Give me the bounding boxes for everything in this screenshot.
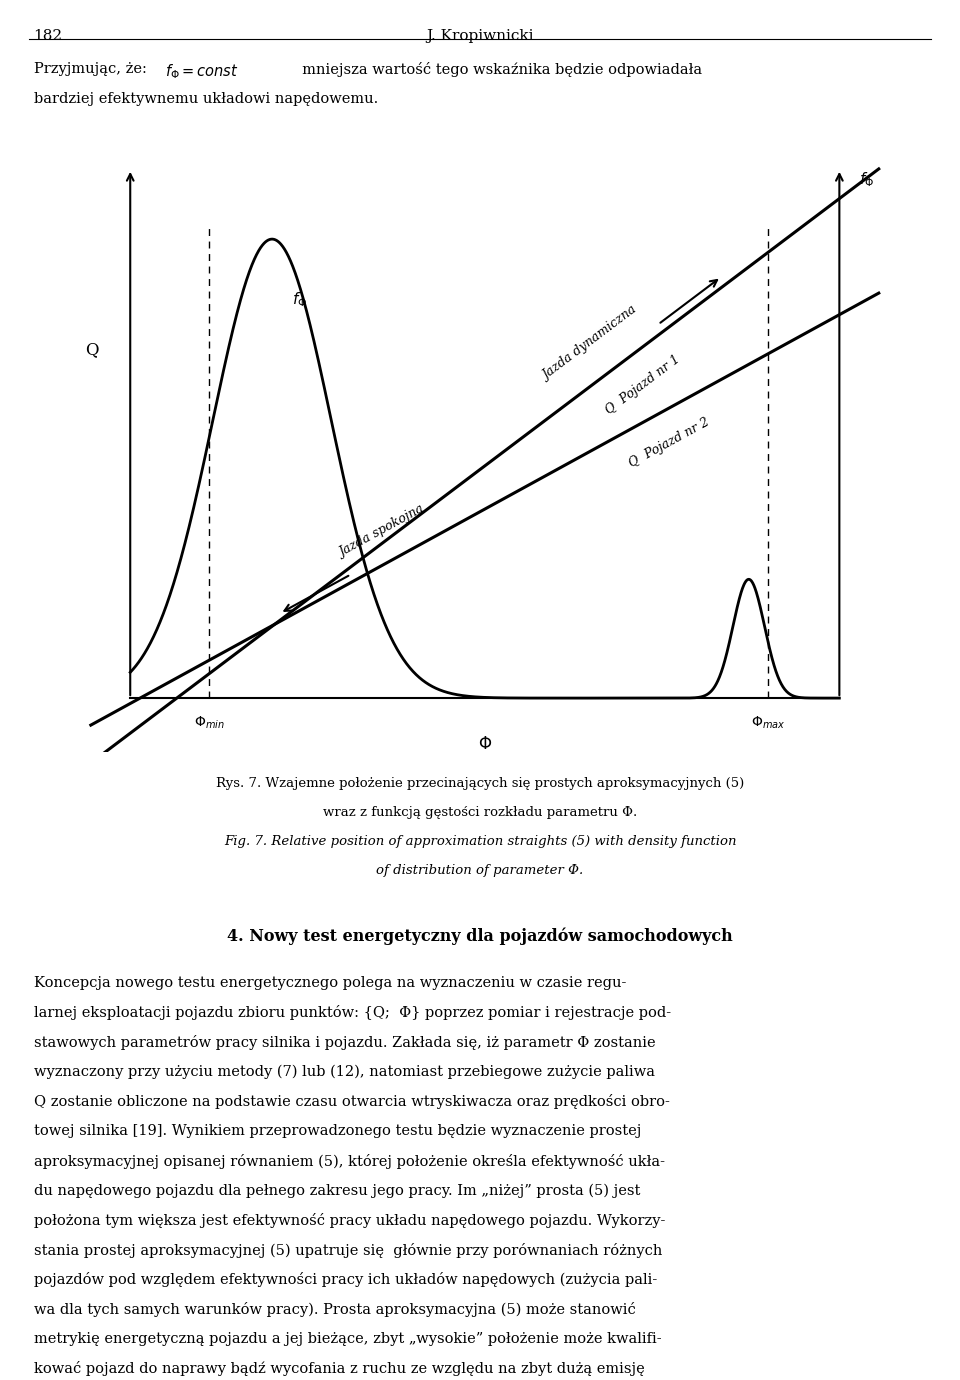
Text: $f_\Phi$: $f_\Phi$ [859, 170, 875, 189]
Text: Koncepcja nowego testu energetycznego polega na wyznaczeniu w czasie regu-: Koncepcja nowego testu energetycznego po… [34, 976, 626, 989]
Text: stawowych parametrów pracy silnika i pojazdu. Zakłada się, iż parametr Φ zostani: stawowych parametrów pracy silnika i poj… [34, 1035, 656, 1050]
Text: $\Phi_{min}$: $\Phi_{min}$ [194, 715, 225, 730]
Text: mniejsza wartość tego wskaźnika będzie odpowiadała: mniejsza wartość tego wskaźnika będzie o… [293, 62, 702, 77]
Text: $\Phi$: $\Phi$ [478, 736, 492, 753]
Text: wa dla tych samych warunków pracy). Prosta aproksymacyjna (5) może stanowić: wa dla tych samych warunków pracy). Pros… [34, 1303, 636, 1317]
Text: aproksymacyjnej opisanej równaniem (5), której położenie określa efektywność ukł: aproksymacyjnej opisanej równaniem (5), … [34, 1154, 664, 1169]
Text: $\Phi_{max}$: $\Phi_{max}$ [752, 715, 785, 730]
Text: 182: 182 [34, 29, 62, 43]
Text: Rys. 7. Wzajemne położenie przecinających się prostych aproksymacyjnych (5): Rys. 7. Wzajemne położenie przecinającyc… [216, 777, 744, 789]
Text: położona tym większa jest efektywność pracy układu napędowego pojazdu. Wykorzy-: położona tym większa jest efektywność pr… [34, 1213, 665, 1228]
Text: Jazda dynamiczna: Jazda dynamiczna [540, 304, 639, 384]
Text: metrykię energetyczną pojazdu a jej bieżące, zbyt „wysokie” położenie może kwali: metrykię energetyczną pojazdu a jej bież… [34, 1332, 661, 1346]
Text: J. Kropiwnicki: J. Kropiwnicki [426, 29, 534, 43]
Text: $f_\Phi = const$: $f_\Phi = const$ [165, 62, 239, 81]
Text: wyznaczony przy użyciu metody (7) lub (12), natomiast przebiegowe zużycie paliwa: wyznaczony przy użyciu metody (7) lub (1… [34, 1065, 655, 1079]
Text: pojazdów pod względem efektywności pracy ich układów napędowych (zużycia pali-: pojazdów pod względem efektywności pracy… [34, 1272, 657, 1288]
Text: of distribution of parameter Φ.: of distribution of parameter Φ. [376, 864, 584, 876]
Text: larnej eksploatacji pojazdu zbioru punktów: {Q;  Φ} poprzez pomiar i rejestracje: larnej eksploatacji pojazdu zbioru punkt… [34, 1006, 671, 1020]
Text: Fig. 7. Relative position of approximation straights (5) with density function: Fig. 7. Relative position of approximati… [224, 835, 736, 847]
Text: towej silnika [19]. Wynikiem przeprowadzonego testu będzie wyznaczenie prostej: towej silnika [19]. Wynikiem przeprowadz… [34, 1123, 641, 1138]
Text: wraz z funkcją gęstości rozkładu parametru Φ.: wraz z funkcją gęstości rozkładu paramet… [323, 806, 637, 818]
Text: du napędowego pojazdu dla pełnego zakresu jego pracy. Im „niżej” prosta (5) jest: du napędowego pojazdu dla pełnego zakres… [34, 1184, 640, 1198]
Text: Q: Q [85, 341, 99, 357]
Text: Q  Pojazd nr 2: Q Pojazd nr 2 [627, 415, 711, 469]
Text: kować pojazd do naprawy bądź wycofania z ruchu ze względu na zbyt dużą emisję: kować pojazd do naprawy bądź wycofania z… [34, 1361, 644, 1376]
Text: Q zostanie obliczone na podstawie czasu otwarcia wtryskiwacza oraz prędkości obr: Q zostanie obliczone na podstawie czasu … [34, 1094, 669, 1110]
Text: Przyjmując, że:: Przyjmując, że: [34, 62, 156, 76]
Text: Jazda spokojna: Jazda spokojna [337, 502, 426, 560]
Text: bardziej efektywnemu układowi napędowemu.: bardziej efektywnemu układowi napędowemu… [34, 92, 378, 106]
Text: stania prostej aproksymacyjnej (5) upatruje się  głównie przy porównaniach różny: stania prostej aproksymacyjnej (5) upatr… [34, 1243, 662, 1257]
Text: $f_\Phi$: $f_\Phi$ [292, 291, 307, 309]
Text: Q  Pojazd nr 1: Q Pojazd nr 1 [603, 352, 683, 417]
Text: 4. Nowy test energetyczny dla pojazdów samochodowych: 4. Nowy test energetyczny dla pojazdów s… [228, 927, 732, 945]
